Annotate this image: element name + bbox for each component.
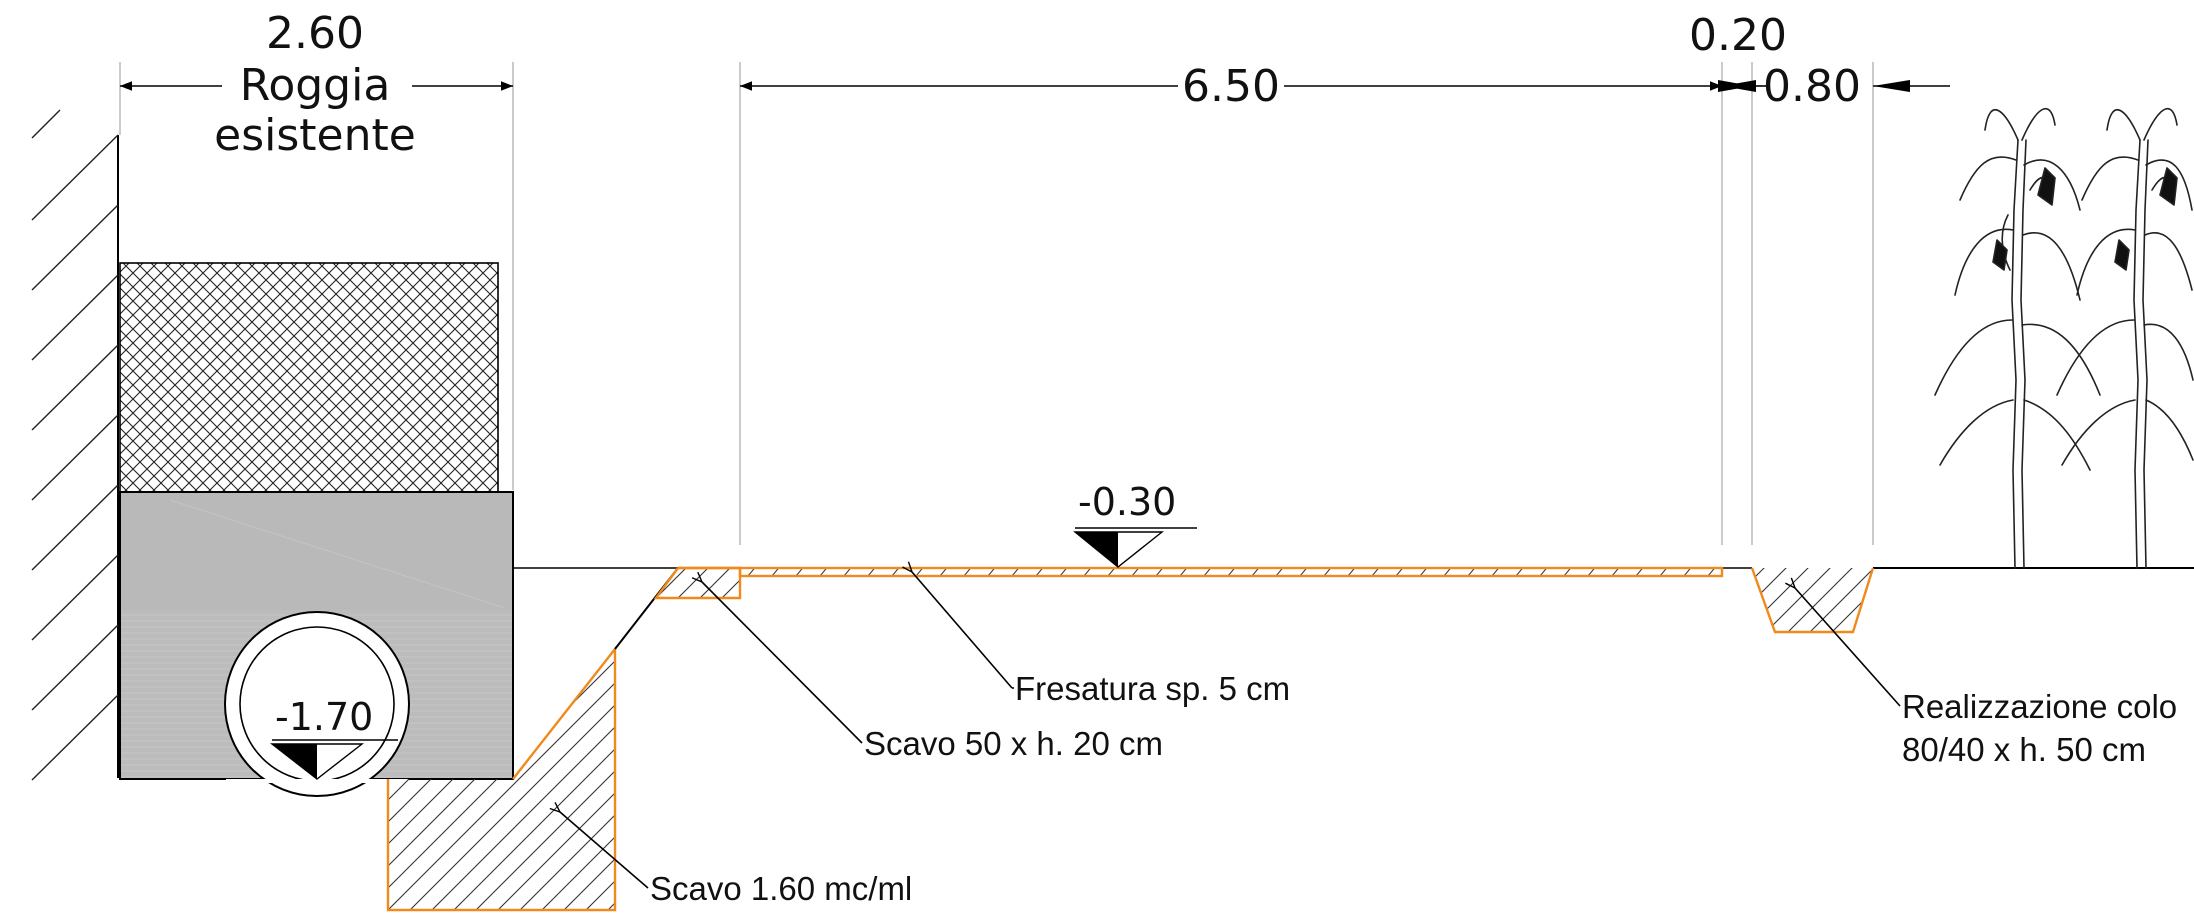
main-width-label: 6.50 bbox=[1182, 61, 1280, 112]
note-realizzazione-line-1: Realizzazione colo bbox=[1902, 688, 2177, 725]
note-fresatura: Fresatura sp. 5 cm bbox=[1015, 670, 1290, 707]
pipe-level-marker: -1.70 bbox=[269, 695, 398, 780]
note-scavo-small: Scavo 50 x h. 20 cm bbox=[864, 725, 1163, 762]
dimension-roggia: 2.60 Roggia esistente bbox=[120, 8, 513, 161]
corn-plant-icon bbox=[1934, 107, 2194, 569]
dimension-strip: 0.20 bbox=[1689, 10, 1787, 92]
ditch-excavation bbox=[1750, 567, 1875, 634]
drain-pipe-icon bbox=[224, 611, 410, 797]
ground-line bbox=[513, 567, 2194, 650]
note-scavo-large: Scavo 1.60 mc/ml bbox=[650, 870, 912, 907]
extension-lines bbox=[119, 62, 1874, 545]
strip-width-label: 0.20 bbox=[1689, 10, 1787, 61]
roggia-width-label: 2.60 bbox=[266, 8, 364, 59]
ground-level-label: -0.30 bbox=[1078, 480, 1176, 524]
milling-strip bbox=[678, 566, 1724, 578]
dimension-main: 6.50 bbox=[740, 61, 1722, 112]
existing-wall-hatch-icon bbox=[31, 109, 119, 781]
leader-lines bbox=[549, 561, 1901, 889]
roggia-name-line-1: Roggia bbox=[240, 60, 391, 111]
roggia-name-line-2: esistente bbox=[214, 110, 416, 161]
note-realizzazione-line-2: 80/40 x h. 50 cm bbox=[1902, 731, 2146, 768]
gravel-crosshatch-icon bbox=[119, 262, 499, 493]
dimension-ditch: 0.80 bbox=[1752, 61, 1950, 112]
large-excavation bbox=[386, 645, 617, 912]
pipe-level-label: -1.70 bbox=[275, 695, 373, 739]
ground-level-marker: -0.30 bbox=[1073, 480, 1197, 568]
small-excavation bbox=[653, 566, 742, 600]
ditch-width-label: 0.80 bbox=[1763, 61, 1861, 112]
